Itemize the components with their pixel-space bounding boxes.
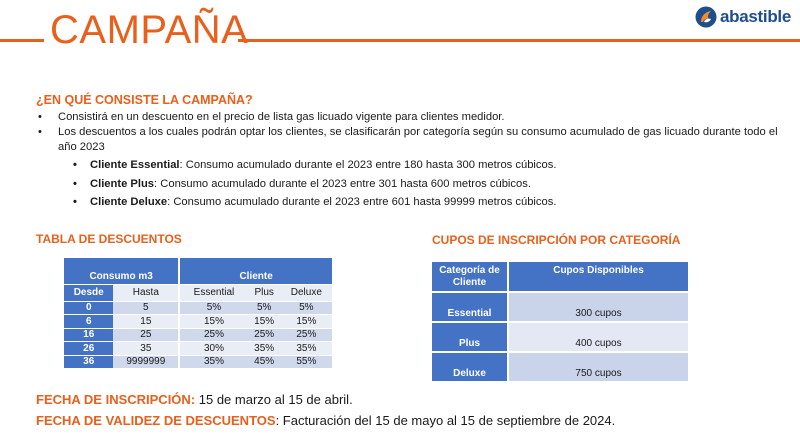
validez-date: FECHA DE VALIDEZ DE DESCUENTOS: Facturac… <box>36 410 615 431</box>
table-cell: 25% <box>280 328 332 342</box>
campaign-question: ¿EN QUÉ CONSISTE LA CAMPAÑA? <box>36 93 253 107</box>
column-header: Plus <box>247 284 281 302</box>
table-cell: 35% <box>247 341 281 356</box>
table-cell: 36 <box>64 355 114 369</box>
table-cell: 400 cupos <box>507 322 688 353</box>
discounts-table: Consumo m3 Cliente Desde Hasta Essential… <box>64 258 332 369</box>
logo-text: abastible <box>720 7 791 26</box>
table-cell: 25 <box>113 328 180 342</box>
table-cell: 15% <box>178 314 248 329</box>
table-row: 36 9999999 35% 45% 55% <box>64 355 332 369</box>
table-cell: 300 cupos <box>507 292 688 323</box>
table-cell: 15% <box>247 314 281 329</box>
column-header: Essential <box>178 284 248 302</box>
title-rule-left <box>0 39 44 42</box>
table-cell: 15% <box>280 314 332 329</box>
column-header: Cupos Disponibles <box>507 262 688 293</box>
campaign-bullets: Consistirá en un descuento en el precio … <box>38 110 778 211</box>
category-text: : Consumo acumulado durante el 2023 entr… <box>167 196 557 208</box>
table-cell: 25% <box>178 328 248 342</box>
cupos-table: Categoría de Cliente Cupos Disponibles E… <box>432 262 688 383</box>
table-column-header: Desde Hasta Essential Plus Deluxe <box>64 284 332 302</box>
date-value: : Facturación del 15 de mayo al 15 de se… <box>275 413 616 428</box>
date-value: 15 de marzo al 15 de abril. <box>195 392 353 407</box>
table-cell: 5% <box>178 301 248 315</box>
table-cell: 15 <box>113 314 180 329</box>
campaign-dates: FECHA DE INSCRIPCIÓN: 15 de marzo al 15 … <box>36 389 615 431</box>
column-header: Categoría de Cliente <box>432 262 508 293</box>
table-row: 0 5 5% 5% 5% <box>64 301 332 315</box>
table-cell: 35 <box>113 341 180 356</box>
table-cell: 5 <box>113 301 180 315</box>
column-header: Hasta <box>113 284 180 302</box>
column-header: Deluxe <box>280 284 332 302</box>
table-cell: Deluxe <box>432 352 508 383</box>
table-row: Deluxe 750 cupos <box>432 352 688 383</box>
table-row: 26 35 30% 35% 35% <box>64 341 332 356</box>
table-cell: 45% <box>247 355 281 369</box>
category-text: : Consumo acumulado durante el 2023 entr… <box>179 159 557 171</box>
page-title: CAMPAÑA <box>50 8 249 52</box>
group-consumo-header: Consumo m3 <box>64 258 180 285</box>
table-cell: 750 cupos <box>507 352 688 383</box>
table-cell: 26 <box>64 341 114 356</box>
category-item-essential: Cliente Essential: Consumo acumulado dur… <box>38 157 778 174</box>
table-cell: Essential <box>432 292 508 323</box>
table-cell: 5% <box>247 301 281 315</box>
table-cell: 16 <box>64 328 114 342</box>
table-column-header: Categoría de Cliente Cupos Disponibles <box>432 262 688 293</box>
table-row: 16 25 25% 25% 25% <box>64 328 332 342</box>
table-cell: 30% <box>178 341 248 356</box>
date-label: FECHA DE VALIDEZ DE DESCUENTOS <box>36 413 276 428</box>
bullet-item: Consistirá en un descuento en el precio … <box>38 110 778 125</box>
table-row: Plus 400 cupos <box>432 322 688 353</box>
inscripcion-date: FECHA DE INSCRIPCIÓN: 15 de marzo al 15 … <box>36 389 615 410</box>
table-group-header: Consumo m3 Cliente <box>64 258 332 285</box>
table-cell: 35% <box>280 341 332 356</box>
abastible-flame-logo-icon <box>695 6 717 28</box>
table-cell: 35% <box>178 355 248 369</box>
category-item-plus: Cliente Plus: Consumo acumulado durante … <box>38 176 778 193</box>
table-cell: Plus <box>432 322 508 353</box>
table-row: 6 15 15% 15% 15% <box>64 314 332 329</box>
brand-logo: abastible <box>695 6 791 28</box>
table-cell: 6 <box>64 314 114 329</box>
table-cell: 9999999 <box>113 355 180 369</box>
cupos-heading: CUPOS DE INSCRIPCIÓN POR CATEGORÍA <box>432 233 681 247</box>
table-cell: 0 <box>64 301 114 315</box>
table-cell: 55% <box>280 355 332 369</box>
table-cell: 25% <box>247 328 281 342</box>
category-name: Cliente Plus <box>90 177 155 190</box>
category-name: Cliente Essential <box>90 159 180 171</box>
column-header: Desde <box>64 284 114 302</box>
category-text: : Consumo acumulado durante el 2023 entr… <box>154 177 531 190</box>
discounts-heading: TABLA DE DESCUENTOS <box>36 232 182 246</box>
date-label: FECHA DE INSCRIPCIÓN: <box>36 392 196 407</box>
category-name: Cliente Deluxe <box>90 196 168 208</box>
bullet-item: Los descuentos a los cuales podrán optar… <box>38 125 778 155</box>
group-cliente-header: Cliente <box>178 258 332 285</box>
table-cell: 5% <box>280 301 332 315</box>
table-row: Essential 300 cupos <box>432 292 688 323</box>
title-rule-right <box>238 39 800 42</box>
category-item-deluxe: Cliente Deluxe: Consumo acumulado durant… <box>38 194 778 211</box>
